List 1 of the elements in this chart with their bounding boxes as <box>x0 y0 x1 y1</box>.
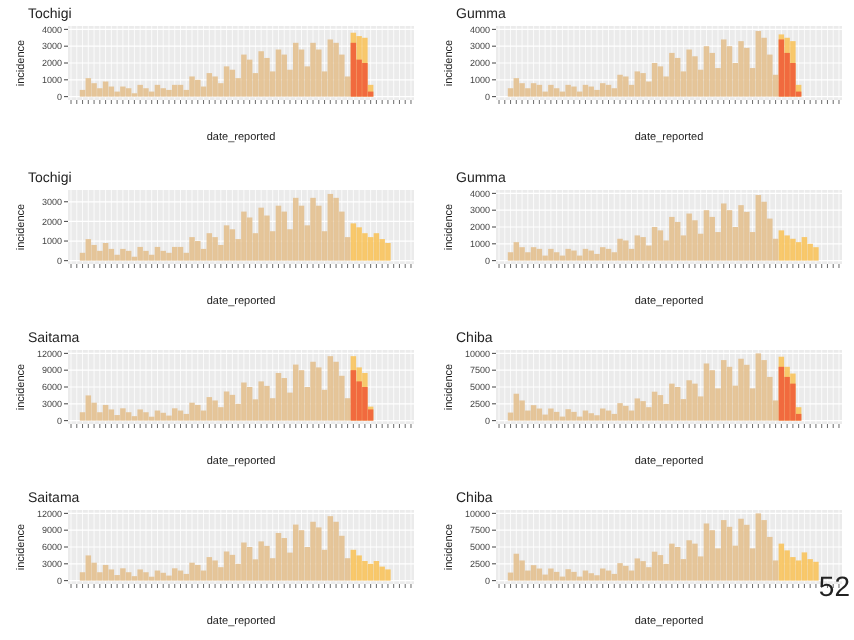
annotation: 52 <box>818 570 851 602</box>
